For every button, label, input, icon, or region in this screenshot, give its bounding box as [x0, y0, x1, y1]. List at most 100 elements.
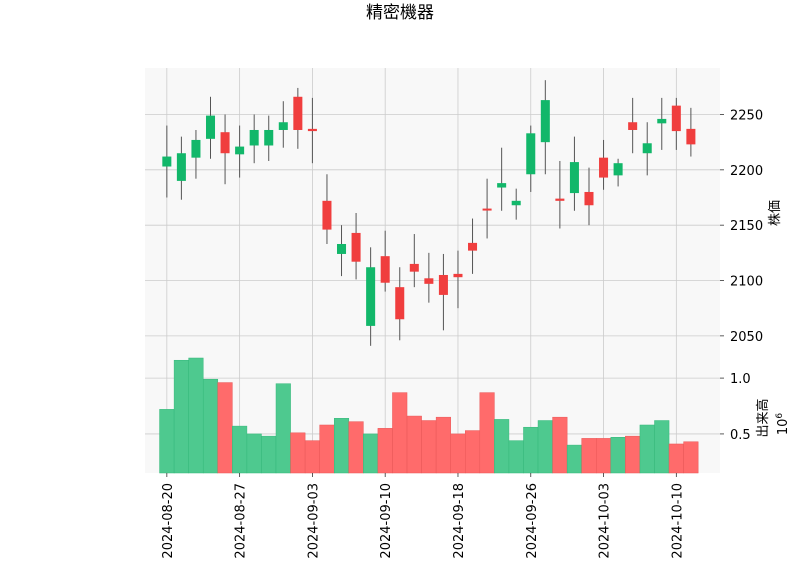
price-tick-label: 2150	[730, 219, 763, 234]
price-tick-label: 2200	[730, 164, 763, 179]
candle-body-down	[453, 273, 463, 278]
date-tick-label: 2024-10-10	[670, 483, 685, 559]
date-tick-label: 2024-09-03	[306, 483, 321, 559]
price-axis-label: 株価	[768, 200, 783, 226]
volume-bar-down	[319, 424, 335, 474]
candle-body-up	[569, 162, 579, 194]
candle-body-up	[613, 163, 623, 176]
candle-body-up	[497, 183, 507, 188]
volume-bar-up	[261, 435, 277, 474]
price-tick-label: 2100	[730, 275, 763, 290]
candle-body-down	[220, 132, 230, 154]
candle-body-down	[293, 96, 303, 130]
volume-multiplier-base: 10	[776, 419, 791, 436]
volume-bar-down	[552, 416, 568, 474]
candle-body-down	[322, 200, 332, 230]
volume-bar-up	[566, 444, 582, 474]
price-panel-background	[145, 68, 720, 358]
volume-bar-down	[683, 441, 699, 474]
date-tick-label: 2024-08-20	[161, 483, 176, 559]
volume-multiplier-exponent: 6	[775, 413, 785, 419]
volume-bar-down	[625, 435, 641, 474]
volume-bar-up	[333, 418, 350, 474]
price-grid	[145, 68, 720, 358]
volume-bar-up	[232, 425, 248, 474]
volume-bar-down	[465, 430, 481, 474]
candle-body-down	[351, 232, 361, 262]
candle-body-up	[191, 139, 201, 158]
volume-bar-down	[596, 438, 612, 474]
volume-bar-down	[290, 432, 306, 474]
volume-bar-down	[348, 421, 364, 474]
volume-bar-down	[304, 440, 320, 474]
volume-bar-up	[246, 433, 262, 474]
candle-body-up	[642, 143, 652, 154]
volume-bar-up	[537, 420, 553, 474]
volume-bar-up	[610, 437, 626, 474]
volume-series	[159, 357, 699, 474]
volume-bar-up	[202, 378, 219, 474]
candle-body-up	[526, 133, 536, 175]
volume-tick-label: 0.5	[730, 428, 751, 443]
volume-bar-down	[392, 392, 408, 474]
volume-axis-ticks: 0.5 1.0	[720, 372, 751, 443]
volume-bar-down	[435, 416, 451, 474]
volume-bar-down	[450, 433, 466, 474]
candle-body-up	[235, 146, 245, 155]
candle-body-up	[264, 129, 274, 146]
volume-bar-down	[406, 415, 422, 474]
volume-bar-down	[421, 420, 437, 474]
candle-body-up	[249, 129, 259, 146]
volume-bar-up	[173, 359, 189, 474]
volume-bar-down	[479, 392, 495, 474]
candle-body-up	[366, 267, 376, 326]
candle-body-down	[409, 263, 419, 272]
date-tick-label: 2024-09-18	[452, 483, 467, 559]
date-tick-label: 2024-10-03	[598, 483, 613, 559]
candle-body-down	[671, 105, 681, 132]
volume-bar-up	[275, 383, 291, 474]
price-tick-label: 2050	[730, 330, 763, 345]
date-tick-label: 2024-09-10	[379, 483, 394, 559]
candle-body-down	[424, 278, 434, 284]
volume-bar-up	[508, 440, 524, 474]
volume-bar-up	[523, 426, 539, 474]
candle-body-down	[686, 128, 696, 145]
candle-body-up	[162, 156, 172, 167]
candle-body-up	[540, 100, 550, 143]
candle-body-down	[628, 122, 638, 130]
volume-bar-down	[581, 438, 597, 474]
candle-body-down	[584, 191, 594, 206]
candle-body-down	[599, 157, 609, 178]
volume-axis-label: 出来高	[755, 398, 771, 437]
volume-bar-down	[377, 428, 393, 474]
candle-body-up	[657, 118, 667, 124]
candlestick-series	[162, 80, 696, 346]
candle-body-down	[380, 256, 390, 283]
price-axis-ticks: 2050 2100 2150 2200 2250	[720, 108, 763, 345]
volume-bar-down	[668, 443, 684, 474]
candle-body-down	[468, 242, 478, 251]
date-axis-ticks: 2024-08-20 2024-08-27 2024-09-03 2024-09-10…	[161, 473, 685, 559]
volume-bar-up	[159, 409, 175, 474]
price-tick-label: 2250	[730, 108, 763, 123]
candle-body-up	[511, 200, 521, 206]
candle-body-up	[337, 243, 347, 254]
volume-bar-up	[654, 420, 670, 474]
candle-body-down	[307, 128, 317, 132]
volume-bar-up	[639, 424, 655, 474]
date-tick-label: 2024-08-27	[234, 483, 249, 559]
candle-body-up	[278, 122, 288, 130]
candle-body-down	[438, 274, 448, 295]
candle-body-down	[482, 208, 492, 211]
volume-bar-down	[217, 382, 233, 474]
candle-body-up	[176, 153, 186, 181]
volume-axis-multiplier: 106	[775, 413, 791, 436]
chart-title: 精密機器	[366, 3, 434, 23]
volume-bar-up	[363, 433, 379, 474]
candle-body-up	[205, 115, 216, 139]
volume-tick-label: 1.0	[730, 372, 751, 387]
volume-bar-up	[188, 357, 204, 474]
volume-bar-up	[494, 419, 510, 474]
